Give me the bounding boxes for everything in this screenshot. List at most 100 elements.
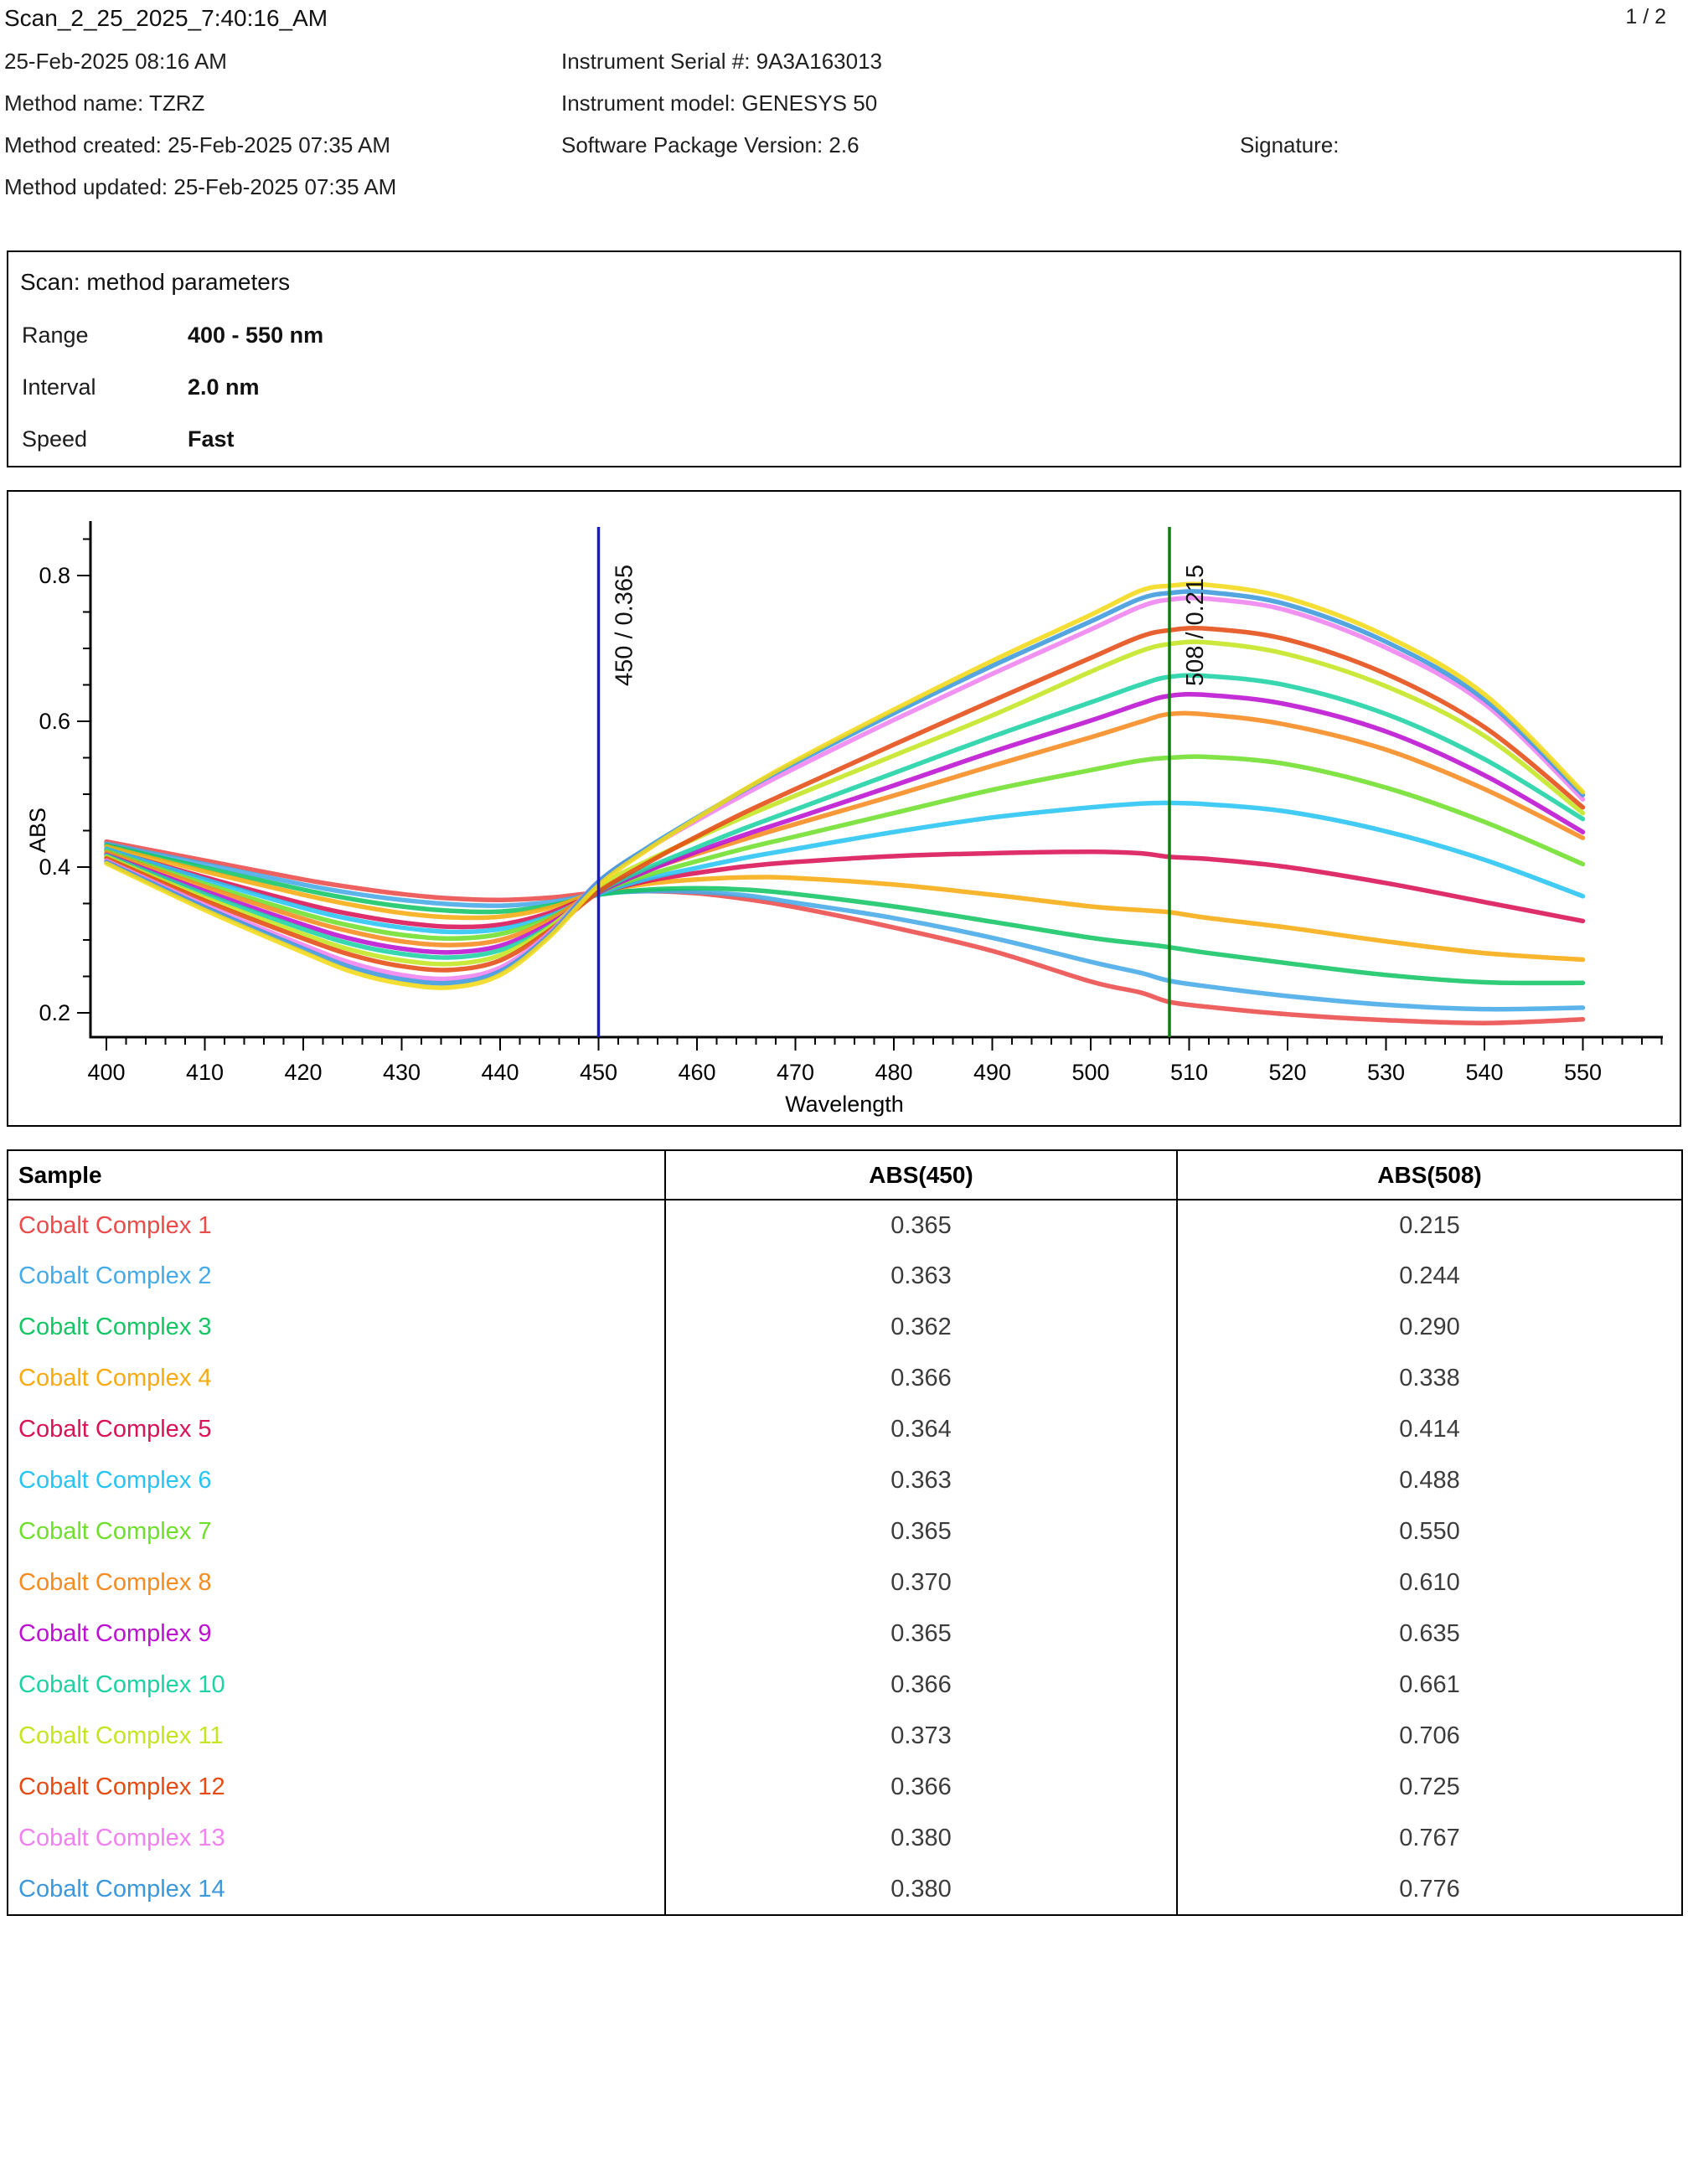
marker-label-508: 508 / 0.215 [1182, 565, 1209, 686]
report-title: Scan_2_25_2025_7:40:16_AM [4, 5, 328, 31]
abs508-value: 0.661 [1176, 1660, 1682, 1711]
abs450-value: 0.365 [664, 1200, 1177, 1251]
abs508-value: 0.725 [1176, 1762, 1682, 1813]
sample-name: Cobalt Complex 9 [18, 1620, 212, 1647]
table-row: Cobalt Complex 12 0.366 0.725 [8, 1762, 1682, 1813]
sample-name: Cobalt Complex 7 [18, 1518, 212, 1545]
abs450-value: 0.370 [664, 1557, 1177, 1608]
series-cobalt-complex-3 [104, 843, 1586, 986]
abs450-value: 0.364 [664, 1404, 1177, 1455]
svg-text:420: 420 [284, 1060, 322, 1085]
svg-text:0.6: 0.6 [39, 709, 70, 734]
abs508-value: 0.635 [1176, 1608, 1682, 1660]
abs450-value: 0.363 [664, 1455, 1177, 1506]
svg-text:510: 510 [1170, 1060, 1208, 1085]
marker-line-450: 450 / 0.365 [596, 527, 638, 1037]
chart-panel: 400 410 420 430 440 450 460 470 480 490 500 510 520 5… [7, 490, 1681, 1127]
table-row: Cobalt Complex 11 0.373 0.706 [8, 1711, 1682, 1762]
abs450-value: 0.365 [664, 1506, 1177, 1557]
series-cobalt-complex-8 [104, 710, 1586, 947]
table-row: Cobalt Complex 8 0.370 0.610 [8, 1557, 1682, 1608]
abs450-value: 0.380 [664, 1813, 1177, 1864]
svg-text:430: 430 [383, 1060, 421, 1085]
svg-text:460: 460 [678, 1060, 715, 1085]
table-row: Cobalt Complex 2 0.363 0.244 [8, 1251, 1682, 1302]
abs508-value: 0.550 [1176, 1506, 1682, 1557]
marker-label-450: 450 / 0.365 [612, 565, 638, 686]
column-header-abs508: ABS(508) [1176, 1150, 1682, 1200]
table-row: Cobalt Complex 4 0.366 0.338 [8, 1353, 1682, 1404]
abs450-value: 0.365 [664, 1608, 1177, 1660]
param-row-range: Range 400 - 550 nm [8, 323, 1680, 351]
sample-name: Cobalt Complex 4 [18, 1365, 212, 1391]
abs450-value: 0.373 [664, 1711, 1177, 1762]
instrument-model: Instrument model: GENESYS 50 [561, 90, 878, 116]
series-cobalt-complex-6 [104, 800, 1586, 935]
spectra-chart-svg: 400 410 420 430 440 450 460 470 480 490 500 510 520 5… [25, 521, 1663, 1117]
svg-text:400: 400 [87, 1060, 125, 1085]
results-header-row: Sample ABS(450) ABS(508) [8, 1150, 1682, 1200]
marker-line-508: 508 / 0.215 [1168, 527, 1209, 1037]
table-row: Cobalt Complex 7 0.365 0.550 [8, 1506, 1682, 1557]
series-cobalt-complex-2 [104, 841, 1586, 1012]
software-version: Software Package Version: 2.6 [561, 132, 859, 157]
abs508-value: 0.488 [1176, 1455, 1682, 1506]
sample-name: Cobalt Complex 12 [18, 1774, 225, 1800]
svg-text:0.4: 0.4 [39, 854, 70, 880]
svg-text:480: 480 [875, 1060, 912, 1085]
abs450-value: 0.363 [664, 1251, 1177, 1302]
svg-text:410: 410 [186, 1060, 224, 1085]
series-cobalt-complex-4 [104, 844, 1586, 963]
abs508-value: 0.706 [1176, 1711, 1682, 1762]
svg-text:470: 470 [777, 1060, 814, 1085]
table-row: Cobalt Complex 13 0.380 0.767 [8, 1813, 1682, 1864]
abs508-value: 0.776 [1176, 1864, 1682, 1915]
signature-label: Signature: [1240, 132, 1340, 157]
sample-name: Cobalt Complex 10 [18, 1671, 225, 1698]
param-row-interval: Interval 2.0 nm [8, 374, 1680, 403]
param-value-interval: 2.0 nm [188, 374, 260, 400]
abs508-value: 0.290 [1176, 1302, 1682, 1353]
x-axis-ticks: 400 410 420 430 440 450 460 470 480 490 500 510 520 5… [87, 1038, 1663, 1117]
abs508-value: 0.767 [1176, 1813, 1682, 1864]
column-header-abs450: ABS(450) [664, 1150, 1177, 1200]
sample-name: Cobalt Complex 8 [18, 1569, 212, 1596]
abs450-value: 0.380 [664, 1864, 1177, 1915]
svg-text:520: 520 [1268, 1060, 1306, 1085]
abs508-value: 0.338 [1176, 1353, 1682, 1404]
table-row: Cobalt Complex 3 0.362 0.290 [8, 1302, 1682, 1353]
sample-name: Cobalt Complex 11 [18, 1722, 224, 1749]
svg-text:540: 540 [1465, 1060, 1503, 1085]
series-curves [104, 581, 1586, 1025]
abs508-value: 0.244 [1176, 1251, 1682, 1302]
param-label-range: Range [22, 323, 89, 348]
table-row: Cobalt Complex 10 0.366 0.661 [8, 1660, 1682, 1711]
method-name: Method name: TZRZ [4, 90, 205, 116]
series-unlabeled-yellow-trace [104, 581, 1586, 990]
abs450-value: 0.366 [664, 1660, 1177, 1711]
abs508-value: 0.215 [1176, 1200, 1682, 1251]
svg-text:0.8: 0.8 [39, 563, 70, 588]
series-cobalt-complex-1 [104, 839, 1586, 1025]
scan-datetime: 25-Feb-2025 08:16 AM [4, 49, 227, 74]
svg-text:440: 440 [481, 1060, 519, 1085]
column-header-sample: Sample [8, 1150, 665, 1200]
svg-text:0.2: 0.2 [39, 1000, 70, 1025]
sample-name: Cobalt Complex 1 [18, 1211, 212, 1239]
table-row: Cobalt Complex 1 0.365 0.215 [8, 1200, 1682, 1251]
method-parameters-panel: Scan: method parameters Range 400 - 550 … [7, 250, 1681, 467]
table-row: Cobalt Complex 5 0.364 0.414 [8, 1404, 1682, 1455]
param-value-range: 400 - 550 nm [188, 323, 324, 348]
series-cobalt-complex-13 [104, 595, 1586, 982]
svg-text:530: 530 [1367, 1060, 1405, 1085]
page-indicator: 1 / 2 [1625, 5, 1666, 28]
series-cobalt-complex-12 [104, 626, 1586, 973]
method-updated: Method updated: 25-Feb-2025 07:35 AM [4, 174, 397, 199]
table-row: Cobalt Complex 9 0.365 0.635 [8, 1608, 1682, 1660]
method-parameters-title: Scan: method parameters [20, 269, 291, 295]
sample-name: Cobalt Complex 3 [18, 1314, 212, 1340]
svg-text:500: 500 [1071, 1060, 1109, 1085]
svg-text:550: 550 [1564, 1060, 1602, 1085]
param-label-speed: Speed [22, 426, 88, 452]
